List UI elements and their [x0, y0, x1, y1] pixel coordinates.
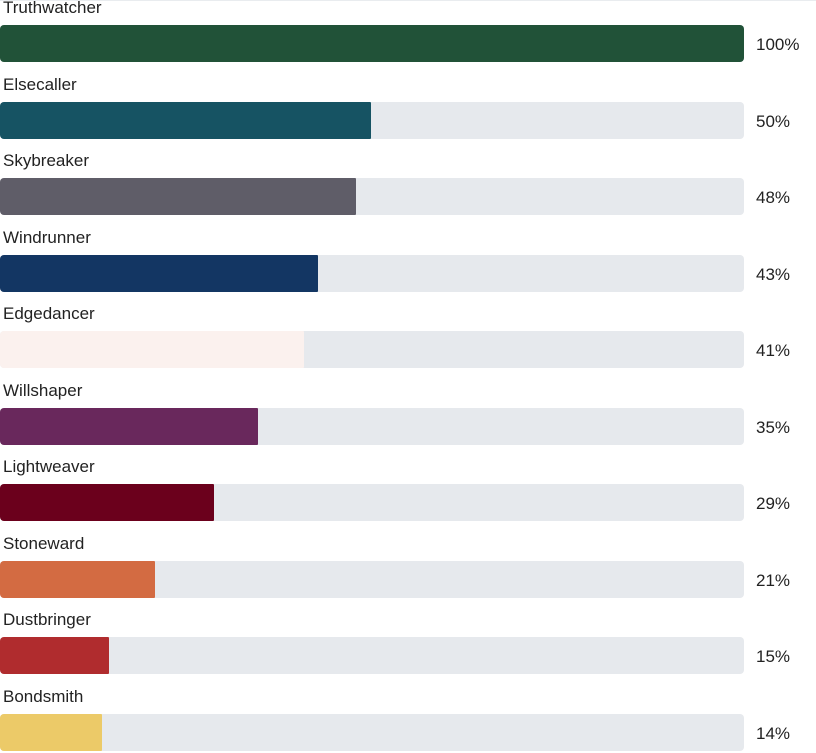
result-label: Truthwatcher [3, 0, 102, 18]
result-item-4: Edgedancer 41% [0, 294, 816, 371]
result-item-0: Truthwatcher 100% [0, 0, 816, 65]
result-percent: 21% [756, 571, 790, 591]
result-bar-fill [0, 408, 258, 445]
result-bar-track [0, 484, 744, 521]
result-item-6: Lightweaver 29% [0, 447, 816, 524]
result-label: Skybreaker [3, 151, 89, 171]
result-item-1: Elsecaller 50% [0, 65, 816, 142]
result-label: Elsecaller [3, 75, 77, 95]
result-bar-track [0, 561, 744, 598]
result-percent: 15% [756, 647, 790, 667]
result-item-5: Willshaper 35% [0, 371, 816, 448]
result-bar-track [0, 408, 744, 445]
result-bar-track [0, 331, 744, 368]
result-item-7: Stoneward 21% [0, 524, 816, 601]
result-label: Lightweaver [3, 457, 95, 477]
result-percent: 43% [756, 265, 790, 285]
result-bar-track [0, 25, 744, 62]
result-bar-fill [0, 102, 371, 139]
result-bar-fill [0, 561, 155, 598]
result-item-3: Windrunner 43% [0, 218, 816, 295]
result-item-8: Dustbringer 15% [0, 600, 816, 677]
result-label: Willshaper [3, 381, 82, 401]
result-percent: 41% [756, 341, 790, 361]
result-bar-track [0, 255, 744, 292]
result-bar-fill [0, 714, 102, 751]
result-bar-track [0, 178, 744, 215]
result-percent: 50% [756, 112, 790, 132]
result-item-9: Bondsmith 14% [0, 677, 816, 753]
result-bar-fill [0, 178, 356, 215]
result-bar-fill [0, 484, 214, 521]
result-bar-fill [0, 25, 744, 62]
result-label: Stoneward [3, 534, 84, 554]
result-bar-track [0, 637, 744, 674]
result-label: Windrunner [3, 228, 91, 248]
result-percent: 100% [756, 35, 799, 55]
result-percent: 14% [756, 724, 790, 744]
result-bar-fill [0, 255, 318, 292]
result-bar-fill [0, 331, 304, 368]
result-bar-track [0, 102, 744, 139]
result-percent: 48% [756, 188, 790, 208]
result-percent: 35% [756, 418, 790, 438]
result-label: Dustbringer [3, 610, 91, 630]
result-bar-fill [0, 637, 109, 674]
result-bar-track [0, 714, 744, 751]
result-label: Edgedancer [3, 304, 95, 324]
result-label: Bondsmith [3, 687, 83, 707]
result-item-2: Skybreaker 48% [0, 141, 816, 218]
result-percent: 29% [756, 494, 790, 514]
